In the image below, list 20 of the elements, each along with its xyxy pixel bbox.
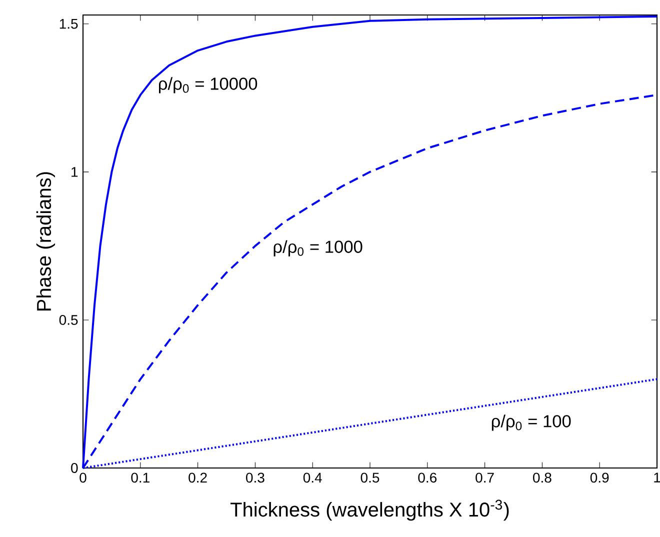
y-axis-title: Phase (radians) [36,172,56,310]
x-tick-label: 0.8 [533,472,552,483]
x-tick-label: 0.5 [360,472,380,483]
x-axis-title: Thickness (wavelengths X 10$^{-3}$) [230,500,509,521]
x-tick-label: 0.4 [303,472,322,483]
x-tick-label: 0.1 [131,472,150,483]
x-tick-label: 0.9 [590,472,609,483]
y-tick-label: 0.5 [59,315,78,325]
y-tick-label: 0 [71,463,78,473]
annotation: ρ/ρ$_{0}$ = 100 [492,414,571,431]
x-tick-label: 0.7 [476,472,494,483]
annotation: ρ/ρ$_{0}$ = 10000 [159,77,258,94]
x-tick-label: 1 [654,472,660,482]
y-tick-label: 1 [72,167,78,177]
x-tick-label: 0.3 [246,472,264,483]
x-tick-label: 0.2 [188,472,207,483]
x-tick-label: 0.6 [418,472,437,483]
y-tick-label: 1.5 [60,19,78,29]
annotation: ρ/ρ$_{0}$ = 1000 [274,240,362,256]
x-tick-label: 0 [80,472,86,483]
